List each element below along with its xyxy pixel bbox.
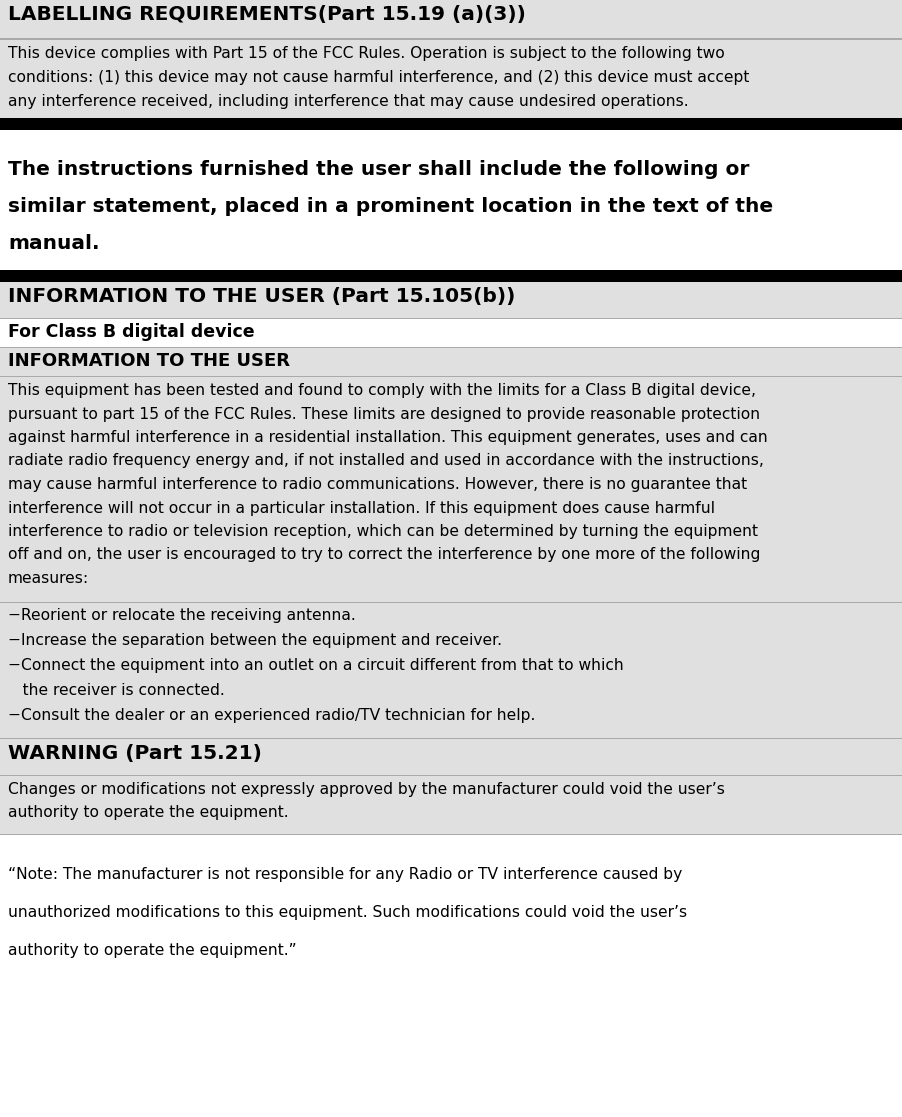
Text: unauthorized modifications to this equipment. Such modifications could void the : unauthorized modifications to this equip… bbox=[8, 905, 687, 920]
Text: The instructions furnished the user shall include the following or: The instructions furnished the user shal… bbox=[8, 160, 750, 179]
Text: −Increase the separation between the equipment and receiver.: −Increase the separation between the equ… bbox=[8, 633, 502, 648]
Text: This device complies with Part 15 of the FCC Rules. Operation is subject to the : This device complies with Part 15 of the… bbox=[8, 46, 724, 61]
Bar bbox=[0, 378, 902, 602]
Text: the receiver is connected.: the receiver is connected. bbox=[8, 682, 225, 698]
Bar bbox=[0, 836, 902, 857]
Text: This equipment has been tested and found to comply with the limits for a Class B: This equipment has been tested and found… bbox=[8, 383, 756, 398]
Text: INFORMATION TO THE USER (Part 15.105(b)): INFORMATION TO THE USER (Part 15.105(b)) bbox=[8, 287, 515, 306]
Text: “Note: The manufacturer is not responsible for any Radio or TV interference caus: “Note: The manufacturer is not responsib… bbox=[8, 867, 682, 882]
Text: any interference received, including interference that may cause undesired opera: any interference received, including int… bbox=[8, 94, 688, 109]
Text: −Consult the dealer or an experienced radio/TV technician for help.: −Consult the dealer or an experienced ra… bbox=[8, 708, 536, 723]
Text: radiate radio frequency energy and, if not installed and used in accordance with: radiate radio frequency energy and, if n… bbox=[8, 454, 764, 468]
Bar bbox=[0, 349, 902, 376]
Bar bbox=[0, 857, 902, 1117]
Text: measures:: measures: bbox=[8, 571, 89, 586]
Bar bbox=[0, 0, 902, 38]
Bar bbox=[0, 270, 902, 281]
Text: conditions: (1) this device may not cause harmful interference, and (2) this dev: conditions: (1) this device may not caus… bbox=[8, 70, 750, 85]
Text: −Reorient or relocate the receiving antenna.: −Reorient or relocate the receiving ante… bbox=[8, 608, 355, 623]
Bar bbox=[0, 776, 902, 834]
Text: interference to radio or television reception, which can be determined by turnin: interference to radio or television rece… bbox=[8, 524, 758, 540]
Text: manual.: manual. bbox=[8, 233, 99, 252]
Bar bbox=[0, 40, 902, 118]
Text: Changes or modifications not expressly approved by the manufacturer could void t: Changes or modifications not expressly a… bbox=[8, 782, 725, 798]
Text: authority to operate the equipment.: authority to operate the equipment. bbox=[8, 805, 289, 821]
Text: LABELLING REQUIREMENTS(Part 15.19 (a)(3)): LABELLING REQUIREMENTS(Part 15.19 (a)(3)… bbox=[8, 4, 526, 23]
Text: authority to operate the equipment.”: authority to operate the equipment.” bbox=[8, 943, 297, 958]
Text: off and on, the user is encouraged to try to correct the interference by one mor: off and on, the user is encouraged to tr… bbox=[8, 547, 760, 563]
Bar bbox=[0, 603, 902, 738]
Text: −Connect the equipment into an outlet on a circuit different from that to which: −Connect the equipment into an outlet on… bbox=[8, 658, 624, 674]
Bar bbox=[0, 118, 902, 130]
Text: INFORMATION TO THE USER: INFORMATION TO THE USER bbox=[8, 352, 290, 370]
Bar bbox=[0, 319, 902, 347]
Text: interference will not occur in a particular installation. If this equipment does: interference will not occur in a particu… bbox=[8, 500, 715, 516]
Text: similar statement, placed in a prominent location in the text of the: similar statement, placed in a prominent… bbox=[8, 197, 773, 216]
Text: For Class B digital device: For Class B digital device bbox=[8, 323, 254, 341]
Bar bbox=[0, 38, 902, 40]
Bar bbox=[0, 739, 902, 775]
Bar bbox=[0, 152, 902, 270]
Bar bbox=[0, 130, 902, 152]
Text: pursuant to part 15 of the FCC Rules. These limits are designed to provide reaso: pursuant to part 15 of the FCC Rules. Th… bbox=[8, 407, 760, 421]
Text: against harmful interference in a residential installation. This equipment gener: against harmful interference in a reside… bbox=[8, 430, 768, 445]
Text: WARNING (Part 15.21): WARNING (Part 15.21) bbox=[8, 744, 262, 763]
Bar bbox=[0, 281, 902, 318]
Text: may cause harmful interference to radio communications. However, there is no gua: may cause harmful interference to radio … bbox=[8, 477, 747, 491]
